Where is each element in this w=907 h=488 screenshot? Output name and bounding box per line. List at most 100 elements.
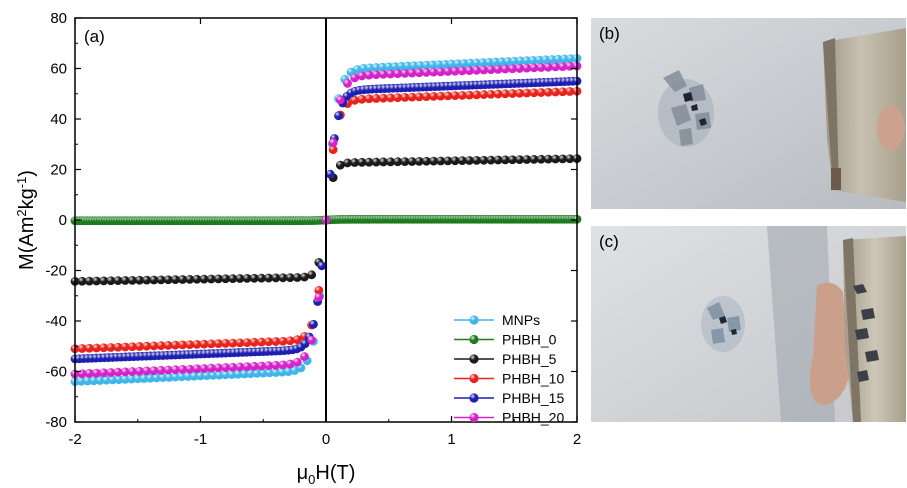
data-point-highlight xyxy=(206,363,216,373)
data-point-highlight xyxy=(371,157,381,167)
data-point-highlight xyxy=(300,339,310,349)
data-point-highlight xyxy=(558,87,568,97)
data-point-highlight xyxy=(235,274,245,283)
data-point-highlight xyxy=(378,93,388,103)
data-point-highlight xyxy=(227,370,237,379)
data-point-highlight xyxy=(228,338,238,348)
data-point-highlight xyxy=(171,372,180,382)
data-point-highlight xyxy=(414,68,424,78)
data-point-highlight xyxy=(89,376,99,386)
data-point-highlight xyxy=(228,362,238,372)
data-point-highlight xyxy=(522,63,532,73)
data-point-highlight xyxy=(357,94,367,104)
legend-label: PHBH_0 xyxy=(502,332,557,348)
data-point-highlight xyxy=(292,273,302,282)
data-point-highlight xyxy=(440,59,450,69)
data-point-highlight xyxy=(543,62,553,72)
data-point-highlight xyxy=(221,274,231,284)
data-point-highlight xyxy=(113,342,123,352)
data-point-highlight xyxy=(364,70,374,80)
legend-label: PHBH_20 xyxy=(502,410,564,426)
data-point-highlight xyxy=(390,62,400,72)
y-tick-label: 0 xyxy=(59,212,67,229)
data-point-highlight xyxy=(257,337,266,347)
data-point-highlight xyxy=(278,273,288,283)
data-point-highlight xyxy=(192,274,202,284)
data-point-highlight xyxy=(158,373,168,383)
data-point-highlight xyxy=(443,156,453,166)
data-point-highlight xyxy=(264,361,274,371)
data-point-highlight xyxy=(450,91,460,101)
data-point-highlight xyxy=(214,339,223,349)
data-point-highlight xyxy=(249,273,259,283)
data-point-highlight xyxy=(235,362,245,372)
data-point-highlight xyxy=(142,275,152,285)
data-point-highlight xyxy=(108,375,118,385)
data-point-highlight xyxy=(292,335,302,345)
data-point-highlight xyxy=(558,154,568,164)
data-point-highlight xyxy=(343,158,352,168)
photo-label-b: (b) xyxy=(599,24,620,43)
data-point-highlight xyxy=(508,64,517,74)
y-axis-title-sup1: 2 xyxy=(14,209,29,216)
data-point-highlight xyxy=(414,156,424,166)
data-point-highlight xyxy=(164,372,174,382)
data-point-highlight xyxy=(553,54,563,64)
data-point-highlight xyxy=(192,364,202,374)
data-point-highlight xyxy=(214,274,223,284)
data-point-highlight xyxy=(139,374,149,383)
legend-label: PHBH_10 xyxy=(502,371,564,387)
data-point-highlight xyxy=(479,155,489,165)
data-point-highlight xyxy=(500,89,510,99)
data-point-highlight xyxy=(422,92,431,102)
y-tick-label: -80 xyxy=(45,414,67,431)
data-point-highlight xyxy=(536,88,546,97)
x-axis-title-rest: H(T) xyxy=(315,462,355,484)
data-point-highlight xyxy=(429,156,438,166)
series-phbh-0 xyxy=(70,214,582,226)
data-point-highlight xyxy=(457,90,467,100)
data-point-highlight xyxy=(551,154,560,164)
data-point-highlight xyxy=(551,62,560,72)
data-point-highlight xyxy=(127,367,137,376)
data-point-highlight xyxy=(285,359,295,369)
data-point-highlight xyxy=(422,156,431,166)
data-point-highlight xyxy=(95,376,105,385)
data-point-highlight xyxy=(271,360,281,370)
data-point-highlight xyxy=(386,69,395,79)
data-point-highlight xyxy=(558,62,568,71)
data-point-highlight xyxy=(135,342,144,351)
y-axis-title-post: ) xyxy=(16,170,38,177)
data-point-highlight xyxy=(429,67,438,77)
data-point-highlight xyxy=(156,275,166,285)
data-point-highlight xyxy=(522,56,532,66)
data-point-highlight xyxy=(84,343,94,353)
y-tick-label: -60 xyxy=(45,364,67,381)
data-point-highlight xyxy=(509,56,519,66)
data-point-highlight xyxy=(264,337,274,347)
data-point-highlight xyxy=(113,276,123,286)
data-point-highlight xyxy=(529,63,539,73)
data-point-highlight xyxy=(92,343,101,353)
data-point-highlight xyxy=(156,341,166,351)
data-point-highlight xyxy=(214,370,224,380)
data-point-highlight xyxy=(149,341,159,351)
photo-label-c: (c) xyxy=(599,232,619,251)
data-point-highlight xyxy=(300,352,309,361)
photo-b: (b) xyxy=(591,18,906,209)
data-point-highlight xyxy=(189,371,199,381)
data-point-highlight xyxy=(264,273,274,283)
data-point-highlight xyxy=(120,276,130,285)
data-point-highlight xyxy=(350,95,360,105)
data-point-highlight xyxy=(300,272,309,282)
data-point-highlight xyxy=(479,65,489,75)
data-point-highlight xyxy=(357,157,367,167)
data-point-highlight xyxy=(472,155,481,165)
data-point-highlight xyxy=(547,55,557,64)
data-point-highlight xyxy=(278,360,288,370)
data-point-highlight xyxy=(314,292,324,302)
data-point-highlight xyxy=(560,54,569,64)
data-point-highlight xyxy=(486,65,496,75)
data-point-highlight xyxy=(493,155,503,165)
data-point-highlight xyxy=(400,68,410,78)
